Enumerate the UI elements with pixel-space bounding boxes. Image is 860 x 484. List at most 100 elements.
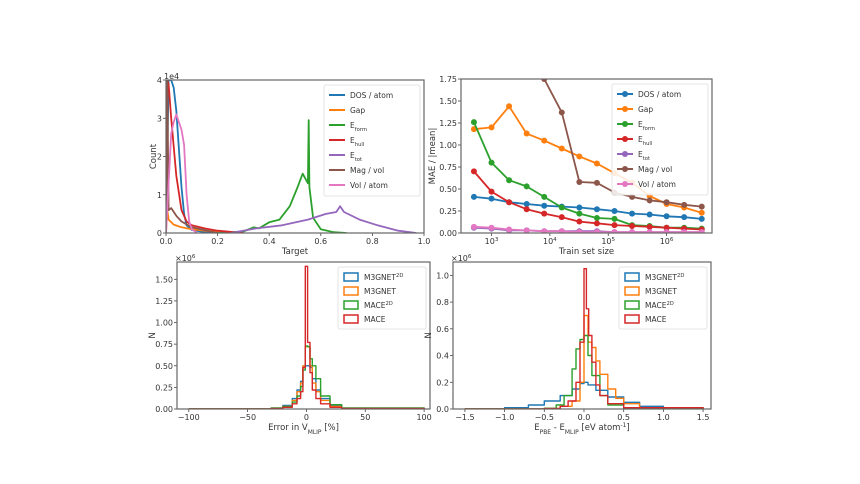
point-e-form <box>506 177 513 184</box>
legend-label: Gap <box>350 106 365 115</box>
point-e-hull <box>646 223 653 230</box>
legend-label: DOS / atom <box>638 90 681 99</box>
x-tick-label: 0.0 <box>578 413 591 422</box>
series-mace <box>464 268 704 409</box>
legend-marker <box>622 106 628 112</box>
axes-frame <box>452 261 712 410</box>
point-vol-atom <box>558 228 565 233</box>
plot-area <box>188 265 425 409</box>
point-gap <box>576 153 583 160</box>
x-tick-label: 0.0 <box>160 237 173 246</box>
legend-label: M3GNET <box>645 287 677 296</box>
y-offset-label: 1e4 <box>164 72 179 81</box>
point-e-form <box>470 119 477 126</box>
point-dos-atom <box>470 193 477 200</box>
point-dos-atom <box>663 213 670 220</box>
x-tick-label: 0 <box>304 413 309 422</box>
point-e-hull <box>488 188 495 195</box>
y-tick-label: 1.25 <box>439 119 457 128</box>
y-tick-label: 1 <box>157 191 162 200</box>
series-e-hull <box>166 80 244 233</box>
x-tick-label: 100 <box>416 413 431 422</box>
legend-item: Etot <box>329 151 362 163</box>
legend-item: Eform <box>329 121 367 133</box>
legend-label: Ehull <box>638 135 652 147</box>
point-vol-atom <box>611 229 618 233</box>
series-m3gnet-2d <box>188 365 425 409</box>
legend-marker <box>622 91 628 97</box>
legend-label: M3GNET <box>364 287 396 296</box>
x-tick-label: 0.2 <box>211 237 224 246</box>
legend-item: MACE <box>343 314 386 324</box>
y-tick-label: 0.00 <box>439 229 457 238</box>
point-e-hull <box>506 199 513 206</box>
x-tick-label: 105 <box>601 237 615 246</box>
legend-label: M3GNET2D <box>364 273 403 282</box>
point-e-hull <box>629 222 636 229</box>
point-e-hull <box>611 222 618 229</box>
y-tick-label: 0.75 <box>439 163 457 172</box>
point-vol-atom <box>698 229 705 233</box>
y-tick-label: 0.0 <box>436 405 449 414</box>
point-mag-vol <box>698 203 705 210</box>
point-vol-atom <box>593 229 600 233</box>
legend-label: Mag / vol <box>638 165 672 174</box>
series-mace-2d <box>188 345 425 409</box>
point-dos-atom <box>611 208 618 214</box>
legend-box <box>337 266 427 330</box>
point-e-form <box>488 159 495 166</box>
x-tick-label: 1.0 <box>657 413 670 422</box>
series-m3gnet-2d <box>464 381 704 409</box>
point-vol-atom <box>681 229 688 233</box>
y-tick-label: 1.50 <box>155 275 173 284</box>
y-tick-label: 0.00 <box>155 405 173 414</box>
legend-marker <box>622 181 628 187</box>
legend-item: M3GNET2D <box>343 272 403 282</box>
y-tick-label: 1.0 <box>436 271 449 280</box>
point-e-form <box>593 215 600 222</box>
legend-swatch <box>343 272 359 282</box>
legend-label: MACE <box>645 315 667 324</box>
legend-label: Eform <box>638 120 655 132</box>
x-axis-label: Error in VMLIP [%] <box>268 423 339 436</box>
legend-swatch <box>624 272 640 282</box>
legend-box <box>611 83 709 196</box>
y-tick-label: 0.75 <box>155 340 173 349</box>
y-tick-label: 0.50 <box>155 362 173 371</box>
point-gap <box>523 130 530 137</box>
axes-frame <box>460 78 713 234</box>
y-axis-label: MAE / |mean| <box>428 128 438 185</box>
x-tick-label: −0.5 <box>535 413 554 422</box>
point-mag-vol <box>541 79 548 82</box>
point-vol-atom <box>629 229 636 233</box>
legend-label: Vol / atom <box>638 180 676 189</box>
legend-item: MACE2D <box>343 300 393 310</box>
legend-swatch <box>624 286 640 296</box>
x-tick-label: 104 <box>543 237 557 246</box>
point-vol-atom <box>541 228 548 233</box>
point-vol-atom <box>663 229 670 233</box>
legend-item: Gap <box>617 105 653 114</box>
legend-box <box>618 266 708 330</box>
legend: M3GNET2D M3GNET MACE2D MACE <box>618 266 708 330</box>
legend-item: M3GNET <box>343 286 396 296</box>
axes-frame <box>176 261 431 410</box>
point-gap <box>506 103 513 110</box>
point-dos-atom <box>593 206 600 213</box>
legend: DOS / atom Gap Eform Ehull Etot Mag / vol Vol … <box>323 84 421 197</box>
x-tick-label: 0.6 <box>314 237 327 246</box>
point-mag-vol <box>558 109 565 116</box>
legend: M3GNET2D M3GNET MACE2D MACE <box>337 266 427 330</box>
x-tick-label: 103 <box>485 237 499 246</box>
legend-swatch <box>624 300 640 310</box>
point-dos-atom <box>541 202 548 209</box>
legend-label: MACE2D <box>645 301 674 310</box>
legend-item: DOS / atom <box>329 91 393 100</box>
legend-label: MACE <box>364 315 386 324</box>
y-tick-label: 0.25 <box>439 207 457 216</box>
x-axis-label: EPBE - EMLIP [eV atom-1] <box>534 422 629 436</box>
point-mag-vol <box>646 197 653 204</box>
x-tick-label: 0.8 <box>366 237 379 246</box>
y-tick-label: 1.75 <box>439 75 457 84</box>
